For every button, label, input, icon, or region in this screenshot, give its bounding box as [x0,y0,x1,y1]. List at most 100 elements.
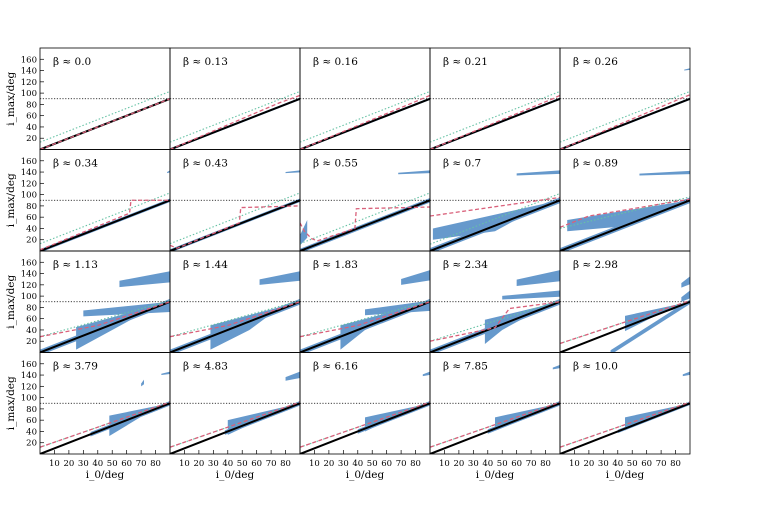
x-tick-label: 10 [49,459,60,469]
panel-frame [559,352,691,455]
y-axis-label: i_max/deg [5,173,17,227]
panel-beta-label: β ≈ 0.7 [443,158,481,170]
dashed-model-curve [300,401,430,448]
scatter-cluster [365,300,430,316]
scatter-cluster [639,170,690,176]
panel-15 [560,276,690,353]
x-tick-label: 70 [266,459,277,469]
panel-beta-label: β ≈ 0.55 [313,158,358,170]
y-tick-label: 100 [21,292,37,302]
panel-13 [300,270,430,353]
x-tick-label: 40 [612,459,623,469]
y-tick-label: 20 [26,134,37,144]
y-tick-label: 100 [21,89,37,99]
x-tick-label: 30 [78,459,89,469]
identity-line [40,199,170,251]
scatter-region [210,301,300,350]
dashed-model-curve [300,94,430,150]
dashed-model-curve [170,94,300,150]
y-tick-label: 80 [26,405,37,415]
dashed-model-curve [430,301,560,342]
dashed-model-curve [560,401,690,448]
dashed-model-curve [170,205,300,249]
y-tick-label: 60 [26,315,37,325]
dashed-model-curve [40,401,170,448]
scatter-cluster [161,371,170,376]
identity-line [560,199,690,251]
panel-beta-label: β ≈ 0.13 [183,56,228,68]
x-tick-label: 20 [453,459,464,469]
dashed-model-curve [300,206,430,242]
identity-line [560,300,690,353]
panel-20 [560,371,690,454]
scatter-cluster [516,170,560,176]
panel-beta-label: β ≈ 0.89 [573,158,618,170]
y-tick-label: 140 [21,67,37,77]
panel-beta-label: β ≈ 7.85 [443,361,488,373]
scatter-cluster [422,371,430,377]
dotted-model-curve [430,90,560,143]
x-tick-label: 70 [526,459,537,469]
y-tick-label: 80 [26,303,37,313]
scatter-region [109,403,170,436]
x-axis-label: i_0/deg [86,469,125,481]
y-tick-label: 140 [21,371,37,381]
identity-line [170,402,300,454]
scatter-cluster [119,271,170,288]
panel-3 [300,90,430,150]
x-tick-label: 60 [511,459,522,469]
x-tick-label: 50 [627,459,638,469]
x-tick-label: 20 [63,459,74,469]
panel-beta-label: β ≈ 3.79 [53,361,98,373]
panel-beta-label: β ≈ 1.13 [53,259,98,271]
x-tick-label: 70 [656,459,667,469]
identity-line [170,97,300,150]
scatter-cluster [516,270,560,286]
scatter-cluster [552,364,560,370]
x-tick-label: 60 [641,459,652,469]
x-tick-label: 80 [540,459,551,469]
y-tick-label: 160 [21,157,37,167]
y-tick-label: 100 [21,394,37,404]
x-tick-label: 10 [569,459,580,469]
dotted-model-curve [40,192,170,245]
y-tick-label: 60 [26,112,37,122]
y-tick-label: 60 [26,416,37,426]
scatter-region [432,200,560,240]
dashed-model-curve [170,401,300,448]
x-axis-label: i_0/deg [216,469,255,481]
panel-beta-label: β ≈ 6.16 [313,361,358,373]
y-tick-label: 60 [26,213,37,223]
dashed-model-curve [40,301,170,338]
x-tick-label: 20 [583,459,594,469]
identity-line [560,402,690,454]
panel-beta-label: β ≈ 0.16 [313,56,358,68]
identity-line [430,199,560,251]
identity-line [40,300,170,353]
panel-beta-label: β ≈ 0.26 [573,56,618,68]
y-tick-label: 20 [26,337,37,347]
panel-12 [170,271,300,353]
dotted-model-curve [40,300,170,338]
dotted-model-curve [170,300,300,338]
dotted-model-curve [300,192,430,245]
y-tick-label: 120 [21,281,37,291]
y-tick-label: 160 [21,360,37,370]
panel-beta-label: β ≈ 1.44 [183,259,228,271]
scatter-region [484,301,560,345]
panel-10 [560,170,690,251]
x-axis-label: i_0/deg [346,469,385,481]
identity-line [300,199,430,251]
x-tick-label: 60 [251,459,262,469]
panel-9 [430,170,560,251]
panel-17 [170,371,300,454]
x-tick-label: 20 [323,459,334,469]
y-tick-label: 160 [21,258,37,268]
scatter-cluster [83,301,170,317]
y-tick-label: 120 [21,78,37,88]
dashed-model-curve [430,196,560,217]
y-tick-label: 80 [26,202,37,212]
y-tick-label: 100 [21,191,37,201]
panel-16 [40,371,170,454]
